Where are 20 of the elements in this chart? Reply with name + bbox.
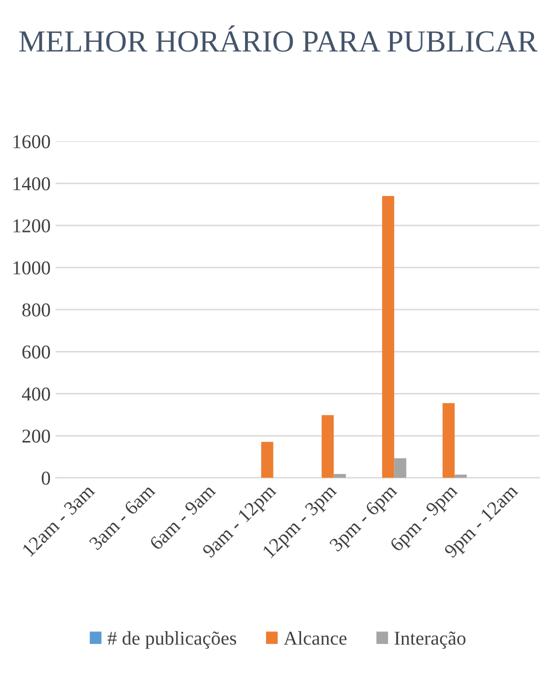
legend-label: Alcance <box>284 631 347 645</box>
y-tick-label: 0 <box>42 472 50 485</box>
y-tick-label: 1400 <box>14 177 50 190</box>
bar <box>382 196 394 478</box>
bar <box>334 474 346 478</box>
bar <box>442 403 455 478</box>
y-tick-label: 1600 <box>14 135 50 148</box>
y-tick-label: 600 <box>22 345 50 359</box>
y-tick-label: 400 <box>22 388 50 401</box>
bar <box>322 415 334 478</box>
bar <box>261 442 274 478</box>
y-tick-label: 800 <box>22 303 50 317</box>
legend-label: # de publicações <box>108 631 236 649</box>
y-tick-label: 200 <box>22 430 50 443</box>
legend-label: Interação <box>394 632 466 649</box>
chart-title: MELHOR HORÁRIO PARA PUBLICAR <box>19 25 538 52</box>
bar <box>454 474 467 478</box>
y-tick-label: 1200 <box>14 219 50 232</box>
y-tick-label: 1000 <box>14 261 50 274</box>
bar <box>394 458 406 478</box>
